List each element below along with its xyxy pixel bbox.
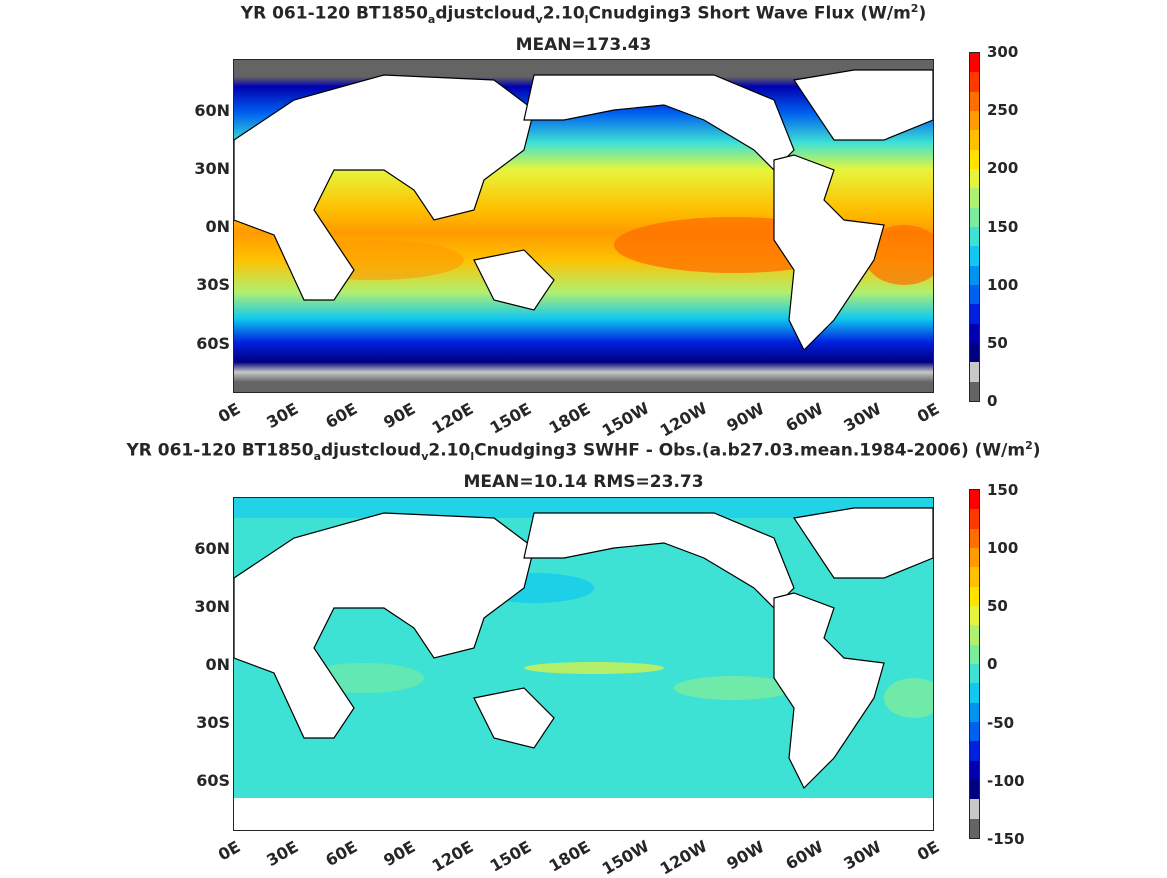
lon-tick: 90E (379, 837, 419, 871)
panel2-colorbar-tick: -100 (987, 772, 1025, 790)
lon-tick: 30E (263, 837, 302, 871)
colorbar-segment (970, 265, 979, 285)
panel1-lat-tick: 0N (205, 217, 230, 236)
colorbar-segment (970, 490, 979, 510)
colorbar-segment (970, 741, 979, 761)
colorbar-segment (970, 304, 979, 324)
lon-tick: 120W (656, 836, 711, 878)
panel1-lat-tick: 30N (194, 159, 230, 178)
colorbar-segment (970, 586, 979, 606)
lon-tick: 60E (321, 837, 360, 871)
colorbar-segment (970, 149, 979, 169)
panel2-colorbar (969, 489, 980, 839)
panel1-lat-tick: 30S (196, 275, 230, 294)
colorbar-segment (970, 53, 979, 73)
panel2-lat-tick: 0N (205, 655, 230, 674)
lon-tick: 150W (598, 836, 653, 878)
lon-tick: 30E (263, 399, 302, 433)
lon-tick: 90W (723, 837, 768, 874)
colorbar-segment (970, 342, 979, 363)
panel1-map (233, 59, 934, 393)
panel1-colorbar-tick: 300 (987, 43, 1019, 61)
colorbar-segment (970, 663, 979, 684)
lon-tick: 150E (486, 399, 535, 438)
colorbar-segment (970, 528, 979, 548)
panel1-colorbar-tick: 150 (987, 218, 1019, 236)
lon-tick: 0E (214, 837, 244, 865)
panel1-lat-tick: 60S (196, 334, 230, 353)
colorbar-segment (970, 188, 979, 208)
panel2-map-svg (234, 498, 933, 830)
colorbar-segment (970, 226, 979, 247)
colorbar-segment (970, 207, 979, 227)
panel2-colorbar-tick: 150 (987, 481, 1019, 499)
panel2-lat-tick: 30N (194, 597, 230, 616)
colorbar-segment (970, 702, 979, 722)
colorbar-segment (970, 818, 979, 838)
panel2-colorbar-tick: -150 (987, 830, 1025, 848)
panel2-title: YR 061-120 BT1850adjustcloudv2.10lCnudgi… (126, 439, 1041, 464)
panel1-title: YR 061-120 BT1850adjustcloudv2.10lCnudgi… (240, 2, 927, 27)
panel1-colorbar-tick: 250 (987, 101, 1019, 119)
colorbar-segment (970, 284, 979, 305)
colorbar-segment (970, 110, 979, 131)
colorbar-segment (970, 323, 979, 343)
panel2-colorbar-tick: 100 (987, 539, 1019, 557)
panel2-lat-tick: 30S (196, 713, 230, 732)
lon-tick: 150E (486, 837, 535, 876)
lon-tick: 0E (913, 837, 943, 865)
panel2-colorbar-tick: 0 (987, 655, 998, 673)
lon-tick: 60E (321, 399, 360, 433)
lon-tick: 120E (428, 399, 477, 438)
colorbar-segment (970, 509, 979, 529)
lon-tick: 0E (214, 399, 244, 427)
lon-tick: 0E (913, 399, 943, 427)
panel1-lat-tick: 60N (194, 101, 230, 120)
colorbar-segment (970, 246, 979, 266)
panel1-colorbar-tick: 200 (987, 159, 1019, 177)
colorbar-segment (970, 381, 979, 401)
panel1-subtitle: MEAN=173.43 (515, 35, 652, 55)
colorbar-segment (970, 779, 979, 800)
panel1-colorbar-tick: 100 (987, 276, 1019, 294)
panel2-subtitle: MEAN=10.14 RMS=23.73 (463, 472, 704, 492)
lon-tick: 150W (598, 398, 653, 441)
panel2-lat-tick: 60S (196, 771, 230, 790)
colorbar-segment (970, 605, 979, 626)
colorbar-segment (970, 799, 979, 819)
lon-tick: 30W (840, 837, 885, 874)
colorbar-segment (970, 547, 979, 568)
panel1-colorbar (969, 52, 980, 402)
panel1-colorbar-tick: 50 (987, 334, 1008, 352)
colorbar-segment (970, 625, 979, 645)
colorbar-segment (970, 567, 979, 587)
lon-tick: 120E (428, 837, 477, 876)
colorbar-segment (970, 683, 979, 703)
colorbar-segment (970, 362, 979, 382)
colorbar-segment (970, 130, 979, 150)
colorbar-segment (970, 760, 979, 780)
lon-tick: 60W (781, 399, 826, 436)
panel1-map-svg (234, 60, 933, 392)
colorbar-segment (970, 721, 979, 742)
lon-tick: 120W (656, 398, 711, 441)
colorbar-segment (970, 168, 979, 189)
lon-tick: 30W (840, 399, 885, 436)
lon-tick: 90E (379, 399, 419, 433)
colorbar-segment (970, 644, 979, 664)
colorbar-segment (970, 72, 979, 92)
panel2-map (233, 497, 934, 831)
lon-tick: 180E (545, 837, 593, 876)
lon-tick: 60W (781, 837, 826, 874)
lon-tick: 180E (545, 399, 593, 438)
colorbar-segment (970, 91, 979, 111)
panel1-colorbar-tick: 0 (987, 392, 998, 410)
panel2-lat-tick: 60N (194, 539, 230, 558)
lon-tick: 90W (723, 399, 768, 436)
panel2-colorbar-tick: -50 (987, 714, 1015, 732)
panel2-colorbar-tick: 50 (987, 597, 1008, 615)
